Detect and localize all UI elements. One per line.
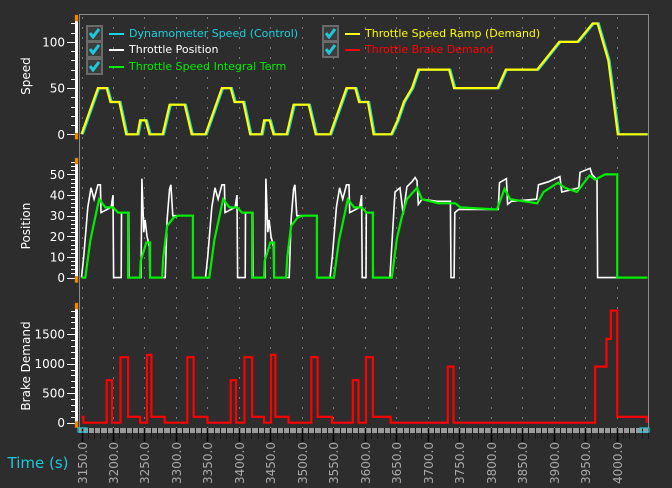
legend-label: Throttle Speed Integral Term	[129, 60, 287, 73]
x-tick-label: 3900.0	[548, 442, 562, 484]
y-tick-label: 20	[50, 230, 65, 244]
y-axis-ruler[interactable]	[75, 164, 78, 278]
legend-label: Dynamometer Speed (Control)	[129, 27, 299, 40]
x-range-handle-right[interactable]	[639, 427, 650, 433]
series-line-throttle-speed-integral-term	[81, 173, 648, 279]
y-tick-label: 0	[57, 128, 65, 142]
y-tick-label: 0	[57, 271, 65, 285]
legend-swatch	[109, 65, 124, 68]
legend-item-throttle-position[interactable]: Throttle Position	[86, 41, 218, 58]
x-axis-label: Time (s)	[7, 454, 69, 472]
x-tick-label: 3150.0	[76, 442, 90, 484]
checkmark-icon	[325, 44, 336, 55]
y-range-handle-top[interactable]	[74, 14, 79, 22]
legend-checkbox[interactable]	[86, 58, 103, 75]
y-range-handle-bottom[interactable]	[74, 421, 79, 428]
legend-label: Throttle Speed Ramp (Demand)	[365, 27, 541, 40]
series-line-throttle-brake-demand	[81, 309, 648, 424]
x-axis-bar[interactable]	[79, 428, 648, 433]
y-tick-label: 1500	[34, 328, 65, 342]
x-tick-label: 3300.0	[170, 442, 184, 484]
y-axis-ruler[interactable]	[75, 309, 78, 423]
y-range-handle-top[interactable]	[74, 157, 79, 165]
legend-label: Throttle Position	[129, 43, 219, 56]
x-tick-label: 3700.0	[422, 442, 436, 484]
x-tick-label: 3950.0	[579, 442, 593, 484]
checkmark-icon	[325, 28, 336, 39]
x-tick-label: 3750.0	[453, 442, 467, 484]
panel-position: 0 10 20 30 40 50	[50, 157, 648, 285]
legend-item-integral-term[interactable]: Throttle Speed Integral Term	[86, 58, 286, 75]
y-tick-label: 50	[50, 82, 65, 96]
y-tick-label: 100	[42, 35, 65, 49]
y-tick-label: 50	[50, 168, 65, 182]
series-line-throttle-position	[80, 167, 648, 279]
y-axis-label-brake-demand: Brake Demand	[19, 321, 33, 410]
x-tick-label: 3400.0	[233, 442, 247, 484]
legend-swatch	[345, 48, 360, 51]
y-tick-label: 1000	[34, 357, 65, 371]
y-range-handle-bottom[interactable]	[74, 276, 79, 283]
x-tick-label: 3800.0	[485, 442, 499, 484]
legend-swatch	[345, 32, 360, 35]
legend-checkbox[interactable]	[322, 41, 339, 58]
grid-lines	[79, 14, 649, 430]
legend-checkbox[interactable]	[86, 41, 103, 58]
y-tick-label: 40	[50, 189, 65, 203]
y-tick-label: 10	[50, 250, 65, 264]
panel-speed: 0 50 100	[42, 14, 648, 142]
y-range-handle-bottom[interactable]	[74, 133, 79, 140]
checkmark-icon	[89, 61, 100, 72]
legend-item-brake-demand[interactable]: Throttle Brake Demand	[322, 41, 493, 58]
y-tick-label: 500	[42, 387, 65, 401]
x-tick-label: 4000.0	[611, 442, 625, 484]
legend-checkbox[interactable]	[322, 25, 339, 42]
x-tick-label: 3600.0	[359, 442, 373, 484]
y-tick-label: 30	[50, 209, 65, 223]
y-axis-label-speed: Speed	[19, 57, 33, 95]
x-tick-label: 3550.0	[327, 442, 341, 484]
x-tick-label: 3450.0	[264, 442, 278, 484]
series-line-throttle-speed-ramp-demand	[80, 22, 648, 136]
y-range-handle-top[interactable]	[74, 302, 79, 310]
checkmark-icon	[89, 28, 100, 39]
legend-label: Throttle Brake Demand	[365, 43, 494, 56]
legend-swatch	[109, 32, 124, 35]
legend-checkbox[interactable]	[86, 25, 103, 42]
legend-item-dynamometer-speed[interactable]: Dynamometer Speed (Control)	[86, 25, 298, 42]
x-tick-label: 3200.0	[107, 442, 121, 484]
x-axis[interactable]: 3150.0 3200.0 3250.0 3300.0 3350.0 3400.0 3450…	[76, 427, 650, 484]
y-axis-ruler[interactable]	[75, 21, 78, 135]
panel-brake-demand: 0 500 1000 1500	[34, 302, 648, 430]
x-range-handle-left[interactable]	[77, 427, 88, 433]
x-tick-label: 3350.0	[201, 442, 215, 484]
y-axis-label-position: Position	[19, 203, 33, 250]
x-tick-label: 3850.0	[516, 442, 530, 484]
x-tick-label: 3250.0	[138, 442, 152, 484]
x-tick-label: 3500.0	[296, 442, 310, 484]
y-tick-label: 0	[57, 416, 65, 430]
x-tick-label: 3650.0	[390, 442, 404, 484]
legend-item-speed-ramp[interactable]: Throttle Speed Ramp (Demand)	[322, 25, 540, 42]
legend-swatch	[109, 48, 124, 51]
checkmark-icon	[89, 44, 100, 55]
